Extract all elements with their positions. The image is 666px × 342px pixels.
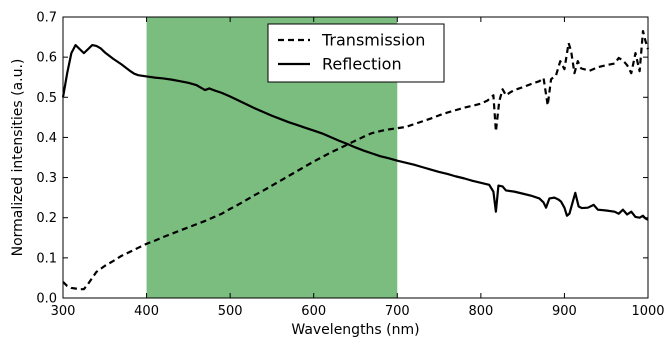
series-line-transmission <box>62 29 650 291</box>
x-tick-label: 600 <box>301 304 326 319</box>
x-tick-label: 500 <box>218 304 243 319</box>
y-tick-label: 0.4 <box>36 131 57 146</box>
legend: Transmission Reflection <box>267 23 445 83</box>
legend-box <box>267 23 445 83</box>
x-tick-label: 700 <box>385 304 410 319</box>
legend-label-transmission: Transmission <box>321 31 425 50</box>
x-tick-label: 800 <box>468 304 493 319</box>
y-tick-label: 0.5 <box>36 91 57 106</box>
y-tick-label: 0.2 <box>36 211 57 226</box>
legend-label-reflection: Reflection <box>322 55 402 74</box>
y-tick-label: 0.0 <box>36 292 57 307</box>
axis-layer: 300 400 500 600 700 800 900 1000 0.0 0.1 0.2 0.3 0.4… <box>36 11 664 320</box>
x-axis-label: Wavelengths (nm) <box>291 322 419 338</box>
x-tick-label: 300 <box>51 304 76 319</box>
x-tick-label: 400 <box>134 304 159 319</box>
x-tick-label: 1000 <box>631 304 664 319</box>
y-tick-label: 0.6 <box>36 51 57 66</box>
y-axis-label: Normalized intensities (a.u.) <box>10 59 26 257</box>
plot-frame <box>62 16 649 299</box>
y-tick-label: 0.7 <box>36 11 57 26</box>
y-tick-label: 0.3 <box>36 171 57 186</box>
x-tick-label: 900 <box>552 304 577 319</box>
series-line-reflection <box>61 44 649 221</box>
y-tick-label: 0.1 <box>36 251 57 266</box>
